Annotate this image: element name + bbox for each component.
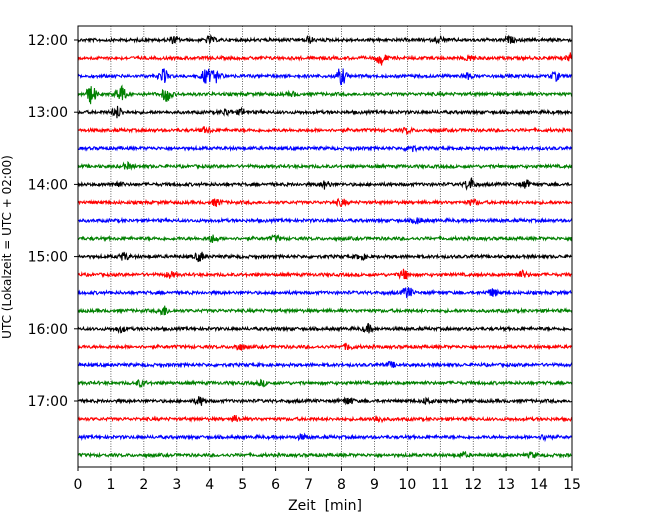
x-tick-label: 11 xyxy=(431,477,449,493)
x-tick-label: 0 xyxy=(74,477,83,493)
trace-1315 xyxy=(77,125,573,136)
trace-1345 xyxy=(77,160,573,171)
trace-1615 xyxy=(77,342,573,351)
trace-1700 xyxy=(77,396,573,406)
x-tick-label: 14 xyxy=(530,477,548,493)
trace-1230 xyxy=(77,68,573,86)
trace-group xyxy=(77,33,573,460)
y-tick-label: 14:00 xyxy=(28,177,68,193)
x-tick-label: 12 xyxy=(464,477,482,493)
plot-frame xyxy=(77,25,573,468)
trace-1215 xyxy=(77,52,573,66)
x-tick-label: 4 xyxy=(205,477,214,493)
trace-1200 xyxy=(77,33,573,45)
y-tick-label: 12:00 xyxy=(28,33,68,49)
trace-1730 xyxy=(77,432,573,443)
x-tick-label: 5 xyxy=(238,477,247,493)
x-axis-label: Zeit [min] xyxy=(288,498,362,514)
trace-1745 xyxy=(77,450,573,460)
trace-1300 xyxy=(77,105,573,119)
plot-background xyxy=(78,26,572,467)
trace-1500 xyxy=(77,251,573,263)
y-axis-label: UTC (Lokalzeit = UTC + 02:00) xyxy=(0,155,14,339)
x-tick-label: 9 xyxy=(370,477,379,493)
trace-1630 xyxy=(77,360,573,369)
y-tick-label: 17:00 xyxy=(28,394,68,410)
trace-1515 xyxy=(77,268,573,280)
x-tick-label: 15 xyxy=(563,477,581,493)
trace-1415 xyxy=(77,197,573,208)
y-tick-label: 15:00 xyxy=(28,250,68,266)
grid-lines xyxy=(110,26,540,467)
trace-1645 xyxy=(77,378,573,389)
trace-1430 xyxy=(77,216,573,225)
y-tick-label: 13:00 xyxy=(28,105,68,121)
x-axis-ticks: 0 1 2 3 4 5 6 7 8 9 10 11 12 13 14 15 xyxy=(74,467,581,493)
trace-1245 xyxy=(77,84,573,105)
x-tick-label: 2 xyxy=(139,477,148,493)
trace-1600 xyxy=(77,322,573,334)
x-tick-label: 8 xyxy=(337,477,346,493)
x-tick-label: 3 xyxy=(172,477,181,493)
x-tick-label: 1 xyxy=(106,477,115,493)
trace-1715 xyxy=(77,415,573,424)
x-tick-label: 13 xyxy=(497,477,515,493)
trace-1545 xyxy=(77,305,573,316)
trace-1445 xyxy=(77,234,573,243)
trace-1330 xyxy=(77,144,573,153)
x-tick-label: 6 xyxy=(271,477,280,493)
y-tick-label: 16:00 xyxy=(28,322,68,338)
trace-1400 xyxy=(77,177,573,191)
x-tick-label: 10 xyxy=(398,477,416,493)
y-axis-ticks: 12:00 13:00 14:00 15:00 16:00 17:00 xyxy=(28,33,78,410)
trace-1530 xyxy=(77,287,573,299)
x-tick-label: 7 xyxy=(304,477,313,493)
